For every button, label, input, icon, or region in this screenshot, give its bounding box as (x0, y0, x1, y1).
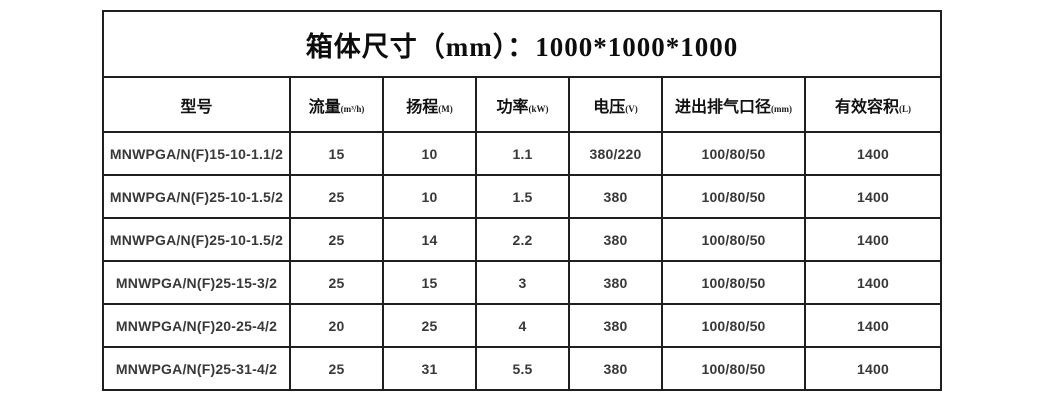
cell-voltage: 380 (568, 260, 663, 305)
cell-port-diameter: 100/80/50 (661, 131, 806, 176)
cell-effective-volume: 1400 (803, 260, 943, 305)
cell-port-diameter: 100/80/50 (661, 217, 806, 262)
column-header-label: 进出排气口径 (674, 98, 771, 116)
cell-port-diameter: 100/80/50 (661, 260, 806, 305)
cell-effective-volume: 1400 (803, 217, 943, 262)
cell-model: MNWPGA/N(F)20-25-4/2 (102, 303, 291, 348)
cell-head: 25 (382, 303, 477, 348)
table-header-row: 型号 流量(m³/h) 扬程(M) 功率(kW) 电压(V) 进出排气口径(mm… (102, 76, 943, 133)
cell-flow: 25 (289, 217, 384, 262)
cell-flow: 25 (289, 174, 384, 219)
column-header-power: 功率(kW) (475, 76, 570, 133)
cell-power: 4 (475, 303, 570, 348)
cell-port-diameter: 100/80/50 (661, 346, 806, 391)
cell-flow: 15 (289, 131, 384, 176)
cell-model: MNWPGA/N(F)25-31-4/2 (102, 346, 291, 391)
cell-voltage: 380/220 (568, 131, 663, 176)
cell-head: 15 (382, 260, 477, 305)
cell-voltage: 380 (568, 174, 663, 219)
cell-power: 3 (475, 260, 570, 305)
cell-model: MNWPGA/N(F)15-10-1.1/2 (102, 131, 291, 176)
column-header-label: 流量 (308, 98, 341, 116)
cell-port-diameter: 100/80/50 (661, 174, 806, 219)
column-header-unit: (mm) (771, 103, 792, 114)
cell-head: 14 (382, 217, 477, 262)
column-header-label: 扬程 (406, 98, 439, 116)
column-header-port-diameter: 进出排气口径(mm) (661, 76, 806, 133)
spec-table: 箱体尺寸（mm）：1000*1000*1000 型号 流量(m³/h) 扬程(M… (101, 10, 943, 391)
table-row: MNWPGA/N(F)25-31-4/2 25 31 5.5 380 100/8… (102, 346, 943, 391)
cell-power: 5.5 (475, 346, 570, 391)
table-title: 箱体尺寸（mm）：1000*1000*1000 (101, 10, 943, 78)
column-header-unit: (L) (899, 103, 912, 114)
column-header-model: 型号 (102, 76, 291, 133)
cell-effective-volume: 1400 (803, 346, 943, 391)
table-row: MNWPGA/N(F)15-10-1.1/2 15 10 1.1 380/220… (102, 131, 943, 176)
cell-voltage: 380 (568, 217, 663, 262)
column-header-flow: 流量(m³/h) (289, 76, 384, 133)
column-header-label: 型号 (180, 98, 213, 116)
cell-power: 1.5 (475, 174, 570, 219)
table-title-row: 箱体尺寸（mm）：1000*1000*1000 (101, 10, 943, 78)
column-header-effective-volume: 有效容积(L) (803, 76, 943, 133)
cell-port-diameter: 100/80/50 (661, 303, 806, 348)
column-header-voltage: 电压(V) (568, 76, 663, 133)
column-header-label: 功率 (496, 98, 529, 116)
cell-flow: 25 (289, 346, 384, 391)
column-header-label: 有效容积 (835, 98, 900, 116)
cell-head: 10 (382, 131, 477, 176)
cell-effective-volume: 1400 (803, 174, 943, 219)
column-header-label: 电压 (593, 98, 626, 116)
table-row: MNWPGA/N(F)25-10-1.5/2 25 10 1.5 380 100… (102, 174, 943, 219)
cell-head: 31 (382, 346, 477, 391)
cell-flow: 20 (289, 303, 384, 348)
cell-head: 10 (382, 174, 477, 219)
cell-voltage: 380 (568, 303, 663, 348)
column-header-head: 扬程(M) (382, 76, 477, 133)
table-row: MNWPGA/N(F)25-10-1.5/2 25 14 2.2 380 100… (102, 217, 943, 262)
column-header-unit: (m³/h) (340, 103, 365, 114)
column-header-unit: (M) (438, 103, 453, 114)
column-header-unit: (V) (625, 103, 638, 114)
cell-model: MNWPGA/N(F)25-10-1.5/2 (102, 174, 291, 219)
cell-flow: 25 (289, 260, 384, 305)
cell-power: 2.2 (475, 217, 570, 262)
table-row: MNWPGA/N(F)20-25-4/2 20 25 4 380 100/80/… (102, 303, 943, 348)
table-row: MNWPGA/N(F)25-15-3/2 25 15 3 380 100/80/… (102, 260, 943, 305)
cell-power: 1.1 (475, 131, 570, 176)
cell-effective-volume: 1400 (803, 303, 943, 348)
column-header-unit: (kW) (528, 103, 549, 114)
cell-model: MNWPGA/N(F)25-10-1.5/2 (102, 217, 291, 262)
cell-model: MNWPGA/N(F)25-15-3/2 (102, 260, 291, 305)
cell-effective-volume: 1400 (803, 131, 943, 176)
cell-voltage: 380 (568, 346, 663, 391)
